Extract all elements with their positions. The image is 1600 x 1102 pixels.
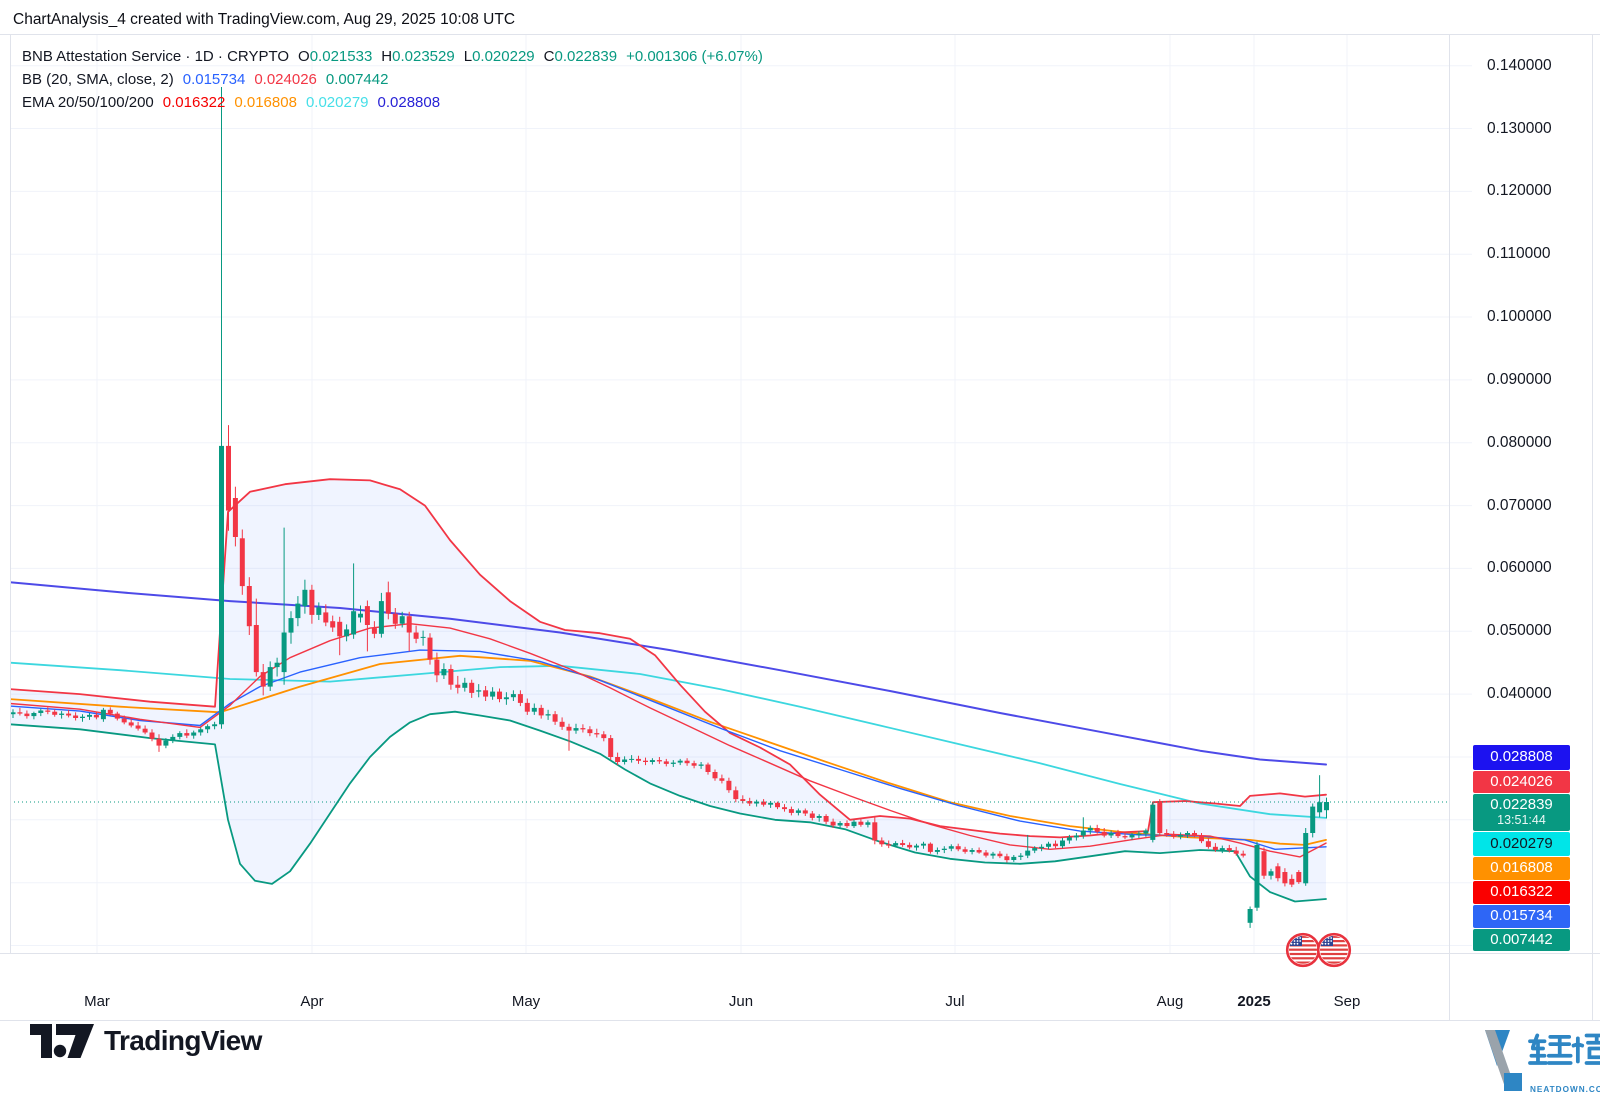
price-level-label: 0.022839 13:51:44 xyxy=(1473,794,1570,831)
ema-indicator-label: EMA 20/50/100/200 xyxy=(22,94,154,111)
time-tick-label: 2025 xyxy=(1237,993,1271,1010)
price-tick-label: 0.110000 xyxy=(1487,245,1551,263)
ema100-line xyxy=(10,661,1327,819)
neatdown-logo: NEATDOWN.COM xyxy=(1485,1030,1600,1094)
bollinger-fill-area xyxy=(10,479,1326,902)
page-title: ChartAnalysis_4 created with TradingView… xyxy=(13,11,516,28)
bb-indicator-label: BB (20, SMA, close, 2) xyxy=(22,71,174,88)
neatdown-domain: NEATDOWN.COM xyxy=(1530,1085,1600,1094)
ohlc-low: L0.020229 xyxy=(463,48,535,65)
price-level-label: 0.015734 xyxy=(1473,905,1570,928)
price-axis[interactable]: 0.140000 0.130000 0.120000 0.110000 0.100000… xyxy=(1449,34,1600,1020)
ohlc-open: O0.021533 xyxy=(298,48,373,65)
time-tick-label: May xyxy=(511,993,541,1010)
time-tick-label: Mar xyxy=(84,993,110,1010)
bb-lower-value: 0.007442 xyxy=(325,71,389,88)
bb-basis-value: 0.015734 xyxy=(182,71,246,88)
price-level-label: 0.016322 xyxy=(1473,881,1570,904)
time-tick-label: Aug xyxy=(1156,993,1184,1010)
price-level-label: 0.007442 xyxy=(1473,929,1570,951)
tradingview-logo-icon xyxy=(30,1024,94,1058)
neatdown-wordmark xyxy=(1528,1033,1600,1065)
symbol-title: BNB Attestation Service · 1D · CRYPTO xyxy=(22,48,290,65)
price-tick-label: 0.090000 xyxy=(1487,370,1552,388)
price-tick-label: 0.060000 xyxy=(1487,559,1552,577)
price-tick-label: 0.040000 xyxy=(1487,685,1552,703)
price-tick-label: 0.100000 xyxy=(1487,308,1552,326)
price-tick-label: 0.050000 xyxy=(1487,622,1552,640)
ema50-value: 0.016808 xyxy=(234,94,297,111)
tradingview-logo[interactable]: TradingView xyxy=(30,1024,262,1058)
legend-ema-row[interactable]: EMA 20/50/100/200 0.016322 0.016808 0.02… xyxy=(22,94,440,111)
price-tick-label: 0.070000 xyxy=(1487,496,1552,514)
ohlc-high: H0.023529 xyxy=(381,48,455,65)
ema20-value: 0.016322 xyxy=(162,94,226,111)
time-axis[interactable]: Mar Apr May Jun Jul Aug 2025 Sep xyxy=(0,953,1449,1020)
legend-symbol-row[interactable]: BNB Attestation Service · 1D · CRYPTO O0… xyxy=(22,48,763,65)
candlestick-series xyxy=(10,87,1329,928)
price-level-label: 0.020279 xyxy=(1473,832,1570,856)
bollinger-lower-line xyxy=(10,710,1327,903)
us-flag-icon[interactable] xyxy=(1287,934,1319,966)
time-tick-label: Apr xyxy=(300,993,324,1010)
price-tick-label: 0.120000 xyxy=(1487,182,1552,200)
ema200-value: 0.028808 xyxy=(377,94,441,111)
price-tick-label: 0.140000 xyxy=(1487,56,1552,74)
time-tick-label: Jul xyxy=(945,993,965,1010)
price-tick-label: 0.080000 xyxy=(1487,433,1552,451)
economic-event-flags xyxy=(1280,924,1372,978)
us-flag-icon[interactable] xyxy=(1318,934,1350,966)
legend-bb-row[interactable]: BB (20, SMA, close, 2) 0.015734 0.024026… xyxy=(22,71,388,88)
price-level-label: 0.024026 xyxy=(1473,771,1570,793)
bollinger-basis-line xyxy=(10,649,1327,850)
bb-upper-value: 0.024026 xyxy=(254,71,317,88)
ema100-value: 0.020279 xyxy=(305,94,369,111)
ohlc-close: C0.022839 xyxy=(543,48,618,65)
time-tick-label: Jun xyxy=(728,993,754,1010)
price-tick-label: 0.130000 xyxy=(1487,119,1552,137)
time-tick-label: Sep xyxy=(1333,993,1361,1010)
change-value: +0.001306 (+6.07%) xyxy=(626,48,763,65)
price-level-label: 0.016808 xyxy=(1473,857,1570,880)
price-level-label: 0.028808 xyxy=(1473,745,1570,770)
grid-lines xyxy=(10,34,1472,953)
tradingview-wordmark: TradingView xyxy=(104,1025,262,1056)
